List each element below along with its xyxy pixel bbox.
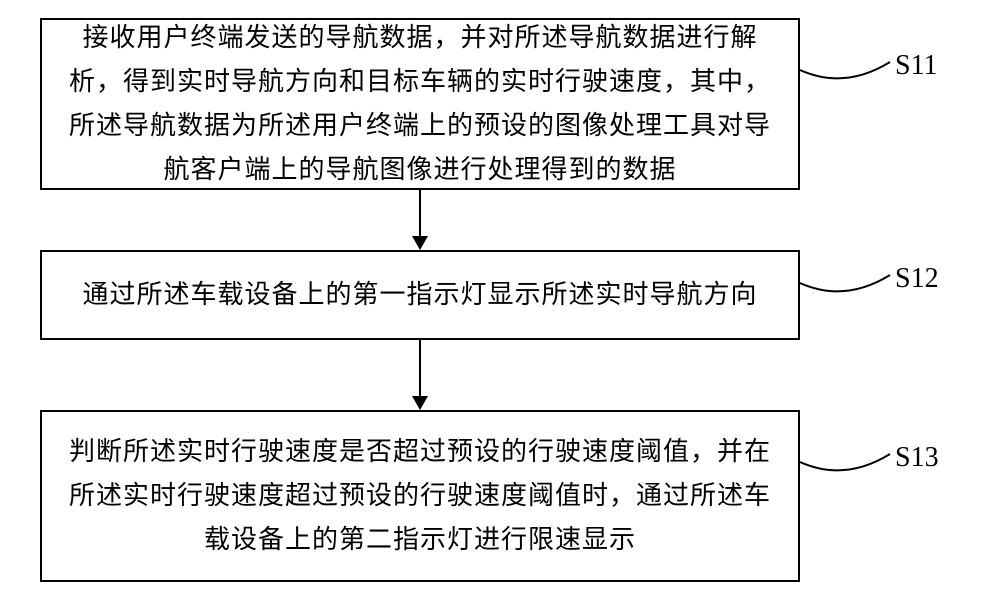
- flowchart-canvas: 接收用户终端发送的导航数据，并对所述导航数据进行解析，得到实时导航方向和目标车辆…: [0, 0, 1000, 607]
- label-s12: S12: [895, 263, 939, 295]
- label-s11: S11: [895, 50, 938, 82]
- label-s13: S13: [895, 442, 939, 474]
- flow-node-s13-text: 判断所述实时行驶速度是否超过预设的行驶速度阈值，并在所述实时行驶速度超过预设的行…: [62, 430, 778, 563]
- arrow-s11-s12: [419, 190, 421, 236]
- arrow-head-s11-s12: [412, 236, 428, 250]
- connector-s12: [800, 263, 895, 303]
- connector-s11: [800, 50, 895, 90]
- flow-node-s11-text: 接收用户终端发送的导航数据，并对所述导航数据进行解析，得到实时导航方向和目标车辆…: [62, 16, 778, 193]
- flow-node-s12-text: 通过所述车载设备上的第一指示灯显示所述实时导航方向: [62, 273, 778, 317]
- flow-node-s12: 通过所述车载设备上的第一指示灯显示所述实时导航方向: [40, 250, 800, 340]
- connector-s13: [800, 442, 895, 482]
- flow-node-s11: 接收用户终端发送的导航数据，并对所述导航数据进行解析，得到实时导航方向和目标车辆…: [40, 18, 800, 190]
- flow-node-s13: 判断所述实时行驶速度是否超过预设的行驶速度阈值，并在所述实时行驶速度超过预设的行…: [40, 410, 800, 582]
- arrow-head-s12-s13: [412, 396, 428, 410]
- arrow-s12-s13: [419, 340, 421, 396]
